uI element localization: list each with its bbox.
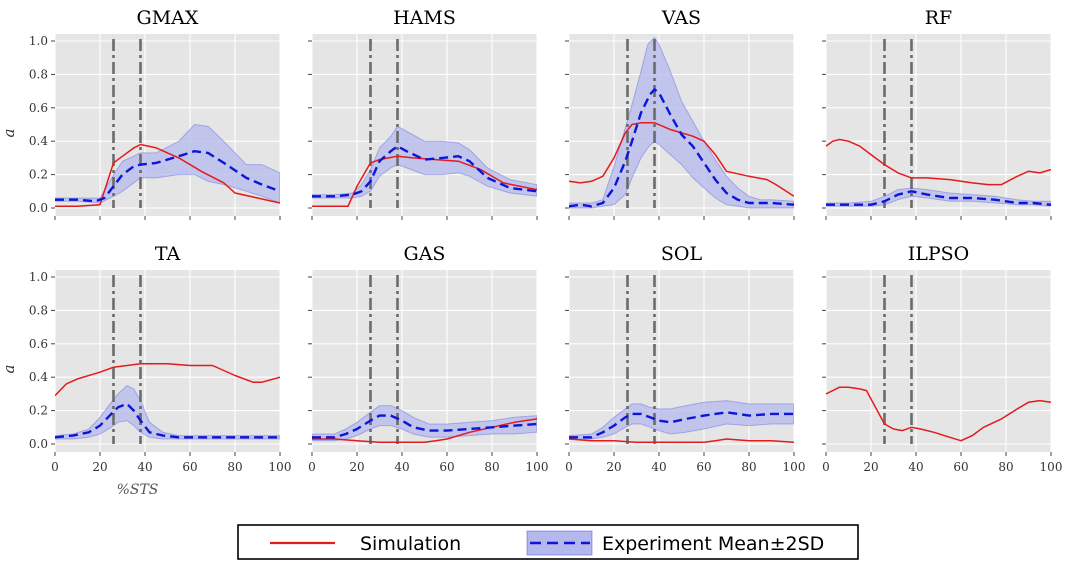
panel-title: HAMS (393, 7, 456, 29)
y-tick-label: 1.0 (29, 34, 48, 48)
x-tick-label: 20 (606, 460, 621, 474)
panel-vas: VAS (565, 7, 795, 220)
y-tick-label: 0.0 (29, 201, 48, 215)
x-tick-label: 0 (51, 460, 59, 474)
x-tick-label: 80 (741, 460, 756, 474)
experiment-mean-line (569, 411, 794, 439)
simulation-line (569, 438, 794, 444)
panel-title: GMAX (137, 7, 199, 29)
panel-title: GAS (404, 243, 446, 265)
x-tick-label: 100 (526, 460, 549, 474)
plot-marks (826, 275, 1051, 444)
plot-area (55, 270, 280, 452)
plot-marks (55, 39, 280, 208)
panel-title: TA (155, 243, 181, 265)
x-tick-label: 60 (953, 460, 968, 474)
y-tick-label: 0.8 (29, 303, 48, 317)
panels-layer: 0.0 0.2 0.4 0.6 0.8 1.0 GMAX a HAMS VAS RF 0 20 40 60 8… (0, 7, 1062, 498)
x-tick-label: 100 (1040, 460, 1063, 474)
x-tick-label: 20 (349, 460, 364, 474)
simulation-line (569, 122, 794, 197)
x-tick-label: 40 (908, 460, 923, 474)
x-tick-label: 20 (863, 460, 878, 474)
panel-rf: RF (822, 7, 1052, 220)
plot-marks (55, 275, 280, 444)
y-tick-label: 0.8 (29, 67, 48, 81)
plot-marks (312, 275, 537, 444)
x-tick-label: 40 (137, 460, 152, 474)
experiment-mean-line (55, 402, 280, 439)
y-tick-label: 0.2 (29, 404, 48, 418)
y-tick-label: 0.6 (29, 337, 48, 351)
panel-title: ILPSO (908, 243, 970, 265)
x-tick-label: 0 (308, 460, 316, 474)
plot-area (826, 34, 1051, 216)
y-tick-label: 0.2 (29, 168, 48, 182)
simulation-line (826, 138, 1051, 186)
experiment-sd-band (312, 125, 537, 199)
panel-gas: 0 20 40 60 80 100 GAS (308, 243, 548, 474)
experiment-mean-line (826, 190, 1051, 206)
experiment-mean-line (55, 150, 280, 203)
x-tick-label: 40 (651, 460, 666, 474)
plot-marks (312, 39, 537, 208)
simulation-line (312, 155, 537, 208)
x-tick-label: 80 (998, 460, 1013, 474)
y-tick-label: 1.0 (29, 270, 48, 284)
legend: Simulation Experiment Mean±2SD (237, 524, 859, 560)
simulation-line (312, 418, 537, 444)
plot-marks (569, 36, 794, 209)
plot-marks (569, 275, 794, 444)
x-tick-label: 40 (394, 460, 409, 474)
x-axis-label: %STS (117, 482, 159, 498)
panel-title: RF (925, 7, 953, 29)
x-tick-label: 80 (484, 460, 499, 474)
x-tick-label: 100 (783, 460, 806, 474)
x-tick-label: 60 (182, 460, 197, 474)
panel-sol: 0 20 40 60 80 100 SOL (565, 243, 805, 474)
y-tick-label: 0.4 (29, 370, 48, 384)
experiment-sd-band (55, 385, 280, 440)
legend-simulation-label: Simulation (360, 533, 461, 555)
y-tick-label: 0.4 (29, 134, 48, 148)
legend-experiment-label: Experiment Mean±2SD (602, 533, 824, 555)
x-tick-label: 60 (696, 460, 711, 474)
experiment-mean-line (569, 88, 794, 208)
y-axis-label: a (0, 365, 18, 374)
plot-marks (826, 39, 1051, 208)
experiment-mean-line (312, 145, 537, 198)
simulation-line (826, 386, 1051, 442)
x-tick-label: 0 (565, 460, 573, 474)
experiment-sd-band (569, 36, 794, 209)
y-tick-label: 0.0 (29, 437, 48, 451)
y-axis-label: a (0, 129, 18, 138)
panel-hams: HAMS (308, 7, 538, 220)
x-tick-label: 20 (92, 460, 107, 474)
x-tick-label: 100 (269, 460, 292, 474)
x-tick-label: 0 (822, 460, 830, 474)
y-tick-label: 0.6 (29, 101, 48, 115)
panel-ilpso: 0 20 40 60 80 100 ILPSO (822, 243, 1062, 474)
panel-title: SOL (661, 243, 703, 265)
panel-ta: 0 20 40 60 80 100 0.0 0.2 0.4 0.6 0.8 1.0 TA a %STS (0, 243, 291, 498)
plot-area (826, 270, 1051, 452)
panel-title: VAS (661, 7, 701, 29)
simulation-line (55, 363, 280, 397)
x-tick-label: 60 (439, 460, 454, 474)
panel-gmax: 0.0 0.2 0.4 0.6 0.8 1.0 GMAX a (0, 7, 281, 220)
x-tick-label: 80 (227, 460, 242, 474)
